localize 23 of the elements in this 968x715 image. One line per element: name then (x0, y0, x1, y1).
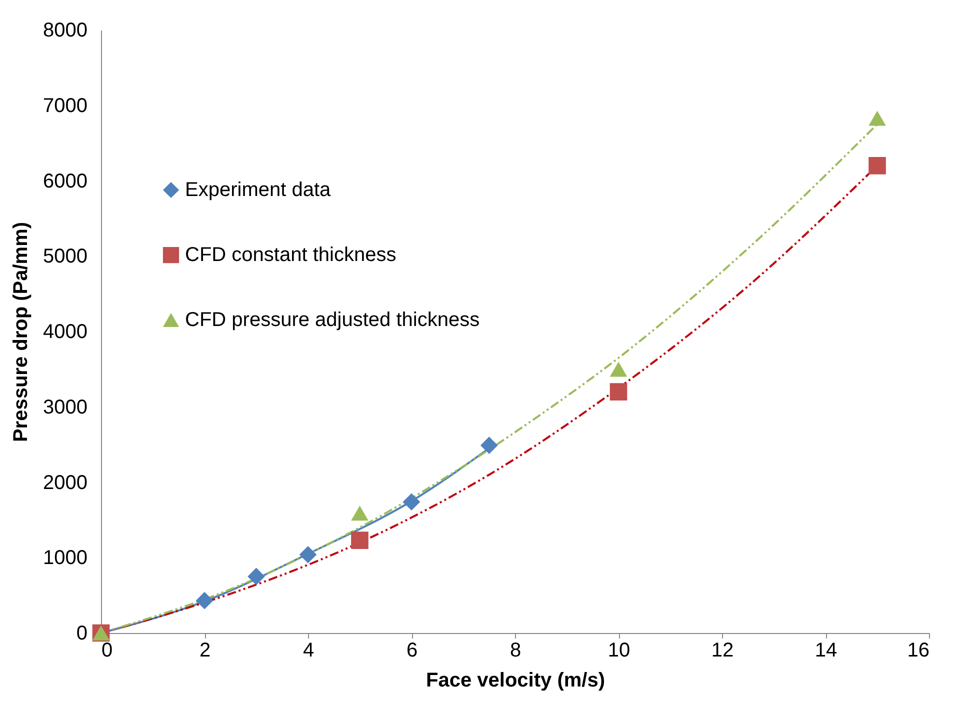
legend-label: CFD pressure adjusted thickness (185, 309, 480, 331)
y-axis-title: Pressure drop (Pa/mm) (10, 222, 32, 442)
x-tick-label: 14 (814, 640, 838, 662)
y-tick-label: 8000 (43, 20, 88, 42)
x-tick-label: 12 (711, 640, 734, 662)
legend-label: Experiment data (185, 179, 332, 201)
x-tick-label: 6 (406, 640, 418, 662)
y-tick-label: 4000 (43, 321, 88, 343)
y-tick-label: 5000 (43, 246, 88, 268)
y-tick-label: 7000 (43, 94, 88, 117)
x-tick-label: 4 (302, 640, 314, 662)
y-tick-label: 6000 (43, 170, 88, 192)
legend-label: CFD constant thickness (185, 244, 396, 266)
y-tick-label: 1000 (43, 547, 88, 570)
x-tick-label: 2 (199, 640, 211, 662)
y-tick-label: 0 (76, 622, 88, 644)
x-tick-label: 8 (510, 640, 522, 662)
x-axis-title: Face velocity (m/s) (426, 670, 605, 692)
x-tick-label: 0 (102, 640, 113, 662)
x-tick-label: 16 (907, 640, 930, 662)
y-tick-label: 3000 (43, 396, 88, 418)
y-tick-label: 2000 (43, 472, 88, 494)
x-tick-label: 10 (608, 640, 630, 662)
